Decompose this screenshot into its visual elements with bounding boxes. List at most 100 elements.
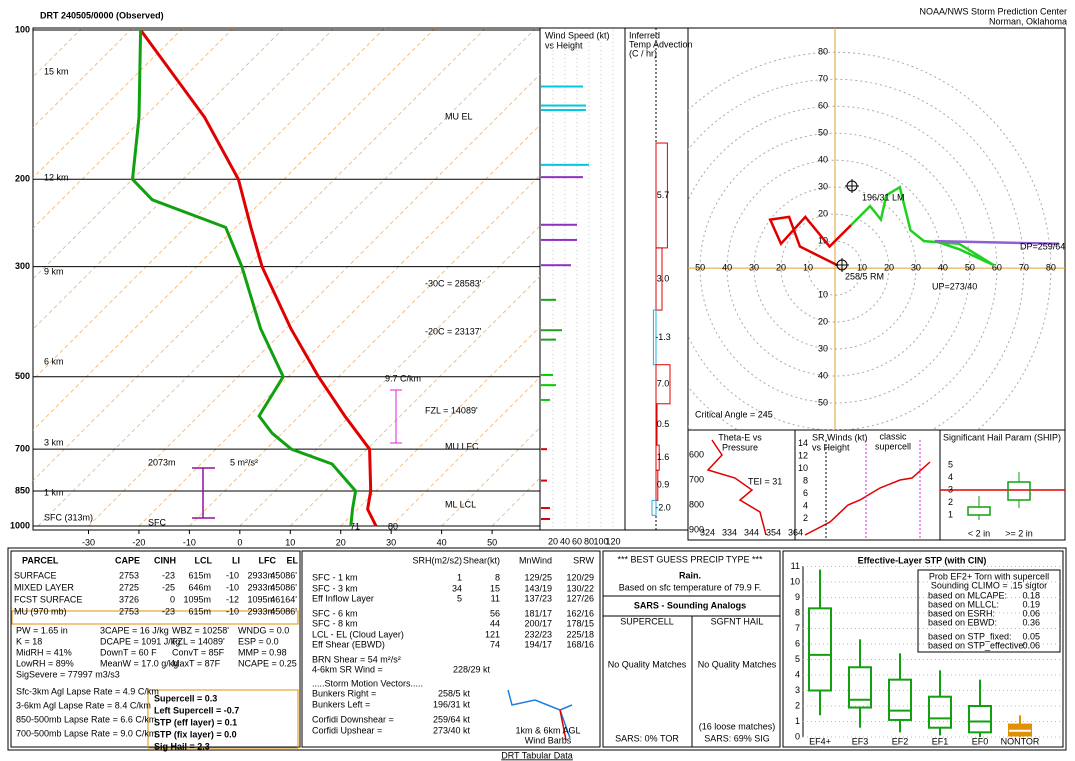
label: 34 [452, 583, 462, 593]
wind-tick-label: 20 [548, 536, 558, 546]
stp-tick-label: 6 [795, 638, 800, 648]
label: 273/40 kt [433, 725, 471, 735]
label: 8 [495, 572, 500, 582]
label: 2933m [247, 606, 275, 616]
annotation: 80 [388, 521, 398, 531]
annotation: -30C = 28583' [425, 278, 482, 288]
hodo-tick-label: 40 [818, 370, 828, 380]
temp-tick-label: 50 [487, 537, 497, 547]
height-label: 6 km [44, 356, 64, 366]
hodo-tick-label: 10 [818, 236, 828, 246]
hodo-tick-label: 60 [818, 101, 828, 111]
label: WBZ = 10258' [172, 625, 229, 635]
label: 200/17 [524, 618, 552, 628]
pressure-tick-label: 200 [15, 174, 30, 184]
advection-bar [655, 247, 663, 311]
label: 364 [788, 527, 803, 537]
label: *** BEST GUESS PRECIP TYPE *** [617, 554, 763, 564]
label: 0.05 [1022, 631, 1040, 641]
advection-label: 0.9 [657, 480, 670, 490]
label: 12 [798, 450, 808, 460]
hodo-tick-label: 10 [857, 262, 867, 272]
label: Rain. [679, 570, 701, 580]
label: 127/26 [566, 593, 594, 603]
label: 121 [485, 629, 500, 639]
label: 46164' [270, 594, 297, 604]
stp-tick-label: 0 [795, 731, 800, 741]
srh-bracket [192, 467, 215, 519]
label: 2753 [119, 606, 139, 616]
isotherm [33, 28, 386, 381]
storm-marker [836, 259, 848, 271]
box [848, 666, 872, 709]
label: TEI = 31 [748, 476, 782, 486]
label: SGFNT HAIL [711, 616, 764, 626]
label: 0 [170, 594, 175, 604]
label: 178/15 [566, 618, 594, 628]
label: 4-6km SR Wind = [312, 664, 383, 674]
label: SigSevere = 77997 m3/s3 [16, 669, 120, 679]
advection-bar [655, 364, 671, 405]
label: -23 [162, 570, 175, 580]
label: (C / hr) [629, 48, 657, 58]
label: 258/5 RM [845, 271, 884, 281]
tabular-link[interactable]: DRT Tabular Data [501, 750, 573, 760]
label: MaxT = 87F [172, 658, 221, 668]
label: 45086' [270, 582, 297, 592]
label: .....Storm Motion Vectors..... [312, 678, 423, 688]
label: 5 [457, 593, 462, 603]
label: based on MLLCL: [928, 599, 999, 609]
category-label: EF3 [852, 736, 869, 746]
box [968, 705, 992, 734]
box [808, 607, 832, 692]
annotation: 9.7 C/km [385, 373, 421, 383]
height-label: 3 km [44, 437, 64, 447]
lapse-bracket [390, 389, 402, 444]
wind-bar [541, 384, 556, 387]
stp-tick-label: 5 [795, 654, 800, 664]
label: Inferred [629, 30, 660, 40]
label: 228/29 kt [453, 664, 491, 674]
advection-label: 1.6 [657, 452, 670, 462]
label: 258/5 kt [438, 688, 471, 698]
pressure-tick-label: 1000 [10, 520, 30, 530]
label: -25 [162, 582, 175, 592]
label: 600 [689, 449, 704, 459]
label: 3-6km Agl Lapse Rate = 8.4 C/km [16, 700, 151, 710]
label: 2725 [119, 582, 139, 592]
wind-bar [541, 264, 571, 267]
label: Wind Speed (kt) [545, 30, 610, 40]
hodo-tick-label: 50 [818, 397, 828, 407]
temp-tick-label: 0 [237, 537, 242, 547]
hodo-tick-label: 80 [1046, 262, 1056, 272]
label: MIXED LAYER [14, 582, 74, 592]
label: No Quality Matches [698, 659, 777, 669]
label: based on STP_fixed: [928, 631, 1012, 641]
label: K = 18 [16, 636, 42, 646]
label: SARS: 0% TOR [615, 733, 679, 743]
link-text[interactable]: DRT Tabular Data [501, 750, 573, 760]
hodo-tick-label: 40 [818, 155, 828, 165]
label: classic [879, 431, 907, 441]
label: 56 [490, 608, 500, 618]
ship-box [967, 506, 991, 516]
stp-tick-label: 1 [795, 716, 800, 726]
annotation: SFC [148, 517, 167, 527]
label: Bunkers Right = [312, 688, 376, 698]
dewpoint-profile [130, 29, 358, 527]
hodo-tick-label: 30 [749, 262, 759, 272]
isotherm [33, 28, 134, 129]
wind-bar [541, 507, 550, 510]
label: based on ESRH: [928, 608, 995, 618]
hodo-tick-label: 20 [818, 316, 828, 326]
isotherm [239, 225, 540, 527]
label: Eff Shear (EBWD) [312, 639, 385, 649]
label: CAPE [115, 555, 140, 565]
label: SR Winds (kt) [812, 432, 868, 442]
label: Prob EF2+ Torn with supercell [929, 571, 1049, 581]
stp-tick-label: 8 [795, 607, 800, 617]
label: Sfc-3km Agl Lapse Rate = 4.9 C/km [16, 686, 159, 696]
label: ConvT = 85F [172, 647, 225, 657]
composite-box [147, 689, 299, 749]
